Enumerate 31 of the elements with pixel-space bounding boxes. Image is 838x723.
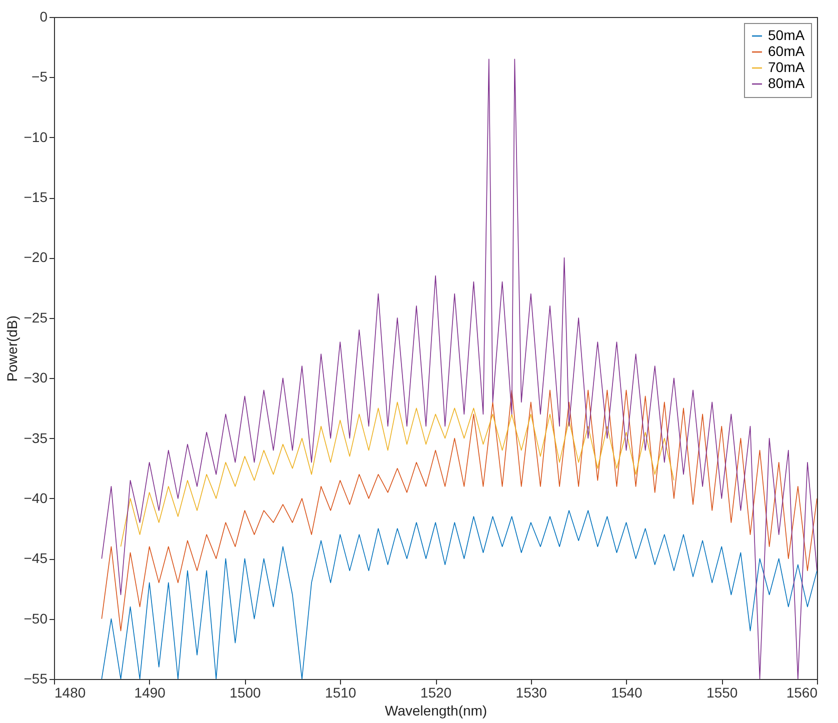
x-tick-label: 1550	[706, 684, 738, 700]
x-tick-label: 1520	[420, 684, 452, 700]
y-tick-label: −40	[24, 490, 48, 506]
x-tick-label: 1560	[786, 684, 818, 700]
y-tick-label: −45	[24, 550, 48, 566]
x-tick-label: 1510	[325, 684, 356, 700]
line-series	[101, 58, 817, 679]
legend-label: 60mA	[768, 43, 806, 59]
x-tick-label: 1540	[611, 684, 643, 700]
x-tick-label: 1490	[134, 684, 166, 700]
line-series	[120, 402, 674, 547]
y-tick-label: −10	[24, 128, 48, 145]
legend-label: 50mA	[768, 27, 806, 43]
y-tick-label: −25	[24, 309, 48, 326]
y-tick-label: −30	[24, 370, 48, 386]
y-tick-label: −35	[24, 430, 48, 446]
x-tick-label: 1480	[54, 684, 86, 700]
x-tick-label: 1500	[230, 684, 262, 700]
y-tick-label: −20	[24, 249, 48, 266]
y-axis-title: Power(dB)	[4, 315, 20, 382]
line-series	[101, 390, 817, 632]
y-tick-label: −5	[32, 68, 48, 85]
line-series	[101, 510, 817, 679]
legend-label: 80mA	[768, 75, 806, 91]
y-tick-label: −15	[24, 189, 48, 206]
legend-label: 70mA	[768, 59, 806, 75]
y-tick-label: −55	[24, 670, 48, 686]
y-tick-label: 0	[40, 8, 48, 24]
x-axis-title: Wavelength(nm)	[384, 702, 488, 718]
x-tick-label: 1530	[516, 684, 548, 700]
y-tick-label: −50	[24, 610, 48, 626]
